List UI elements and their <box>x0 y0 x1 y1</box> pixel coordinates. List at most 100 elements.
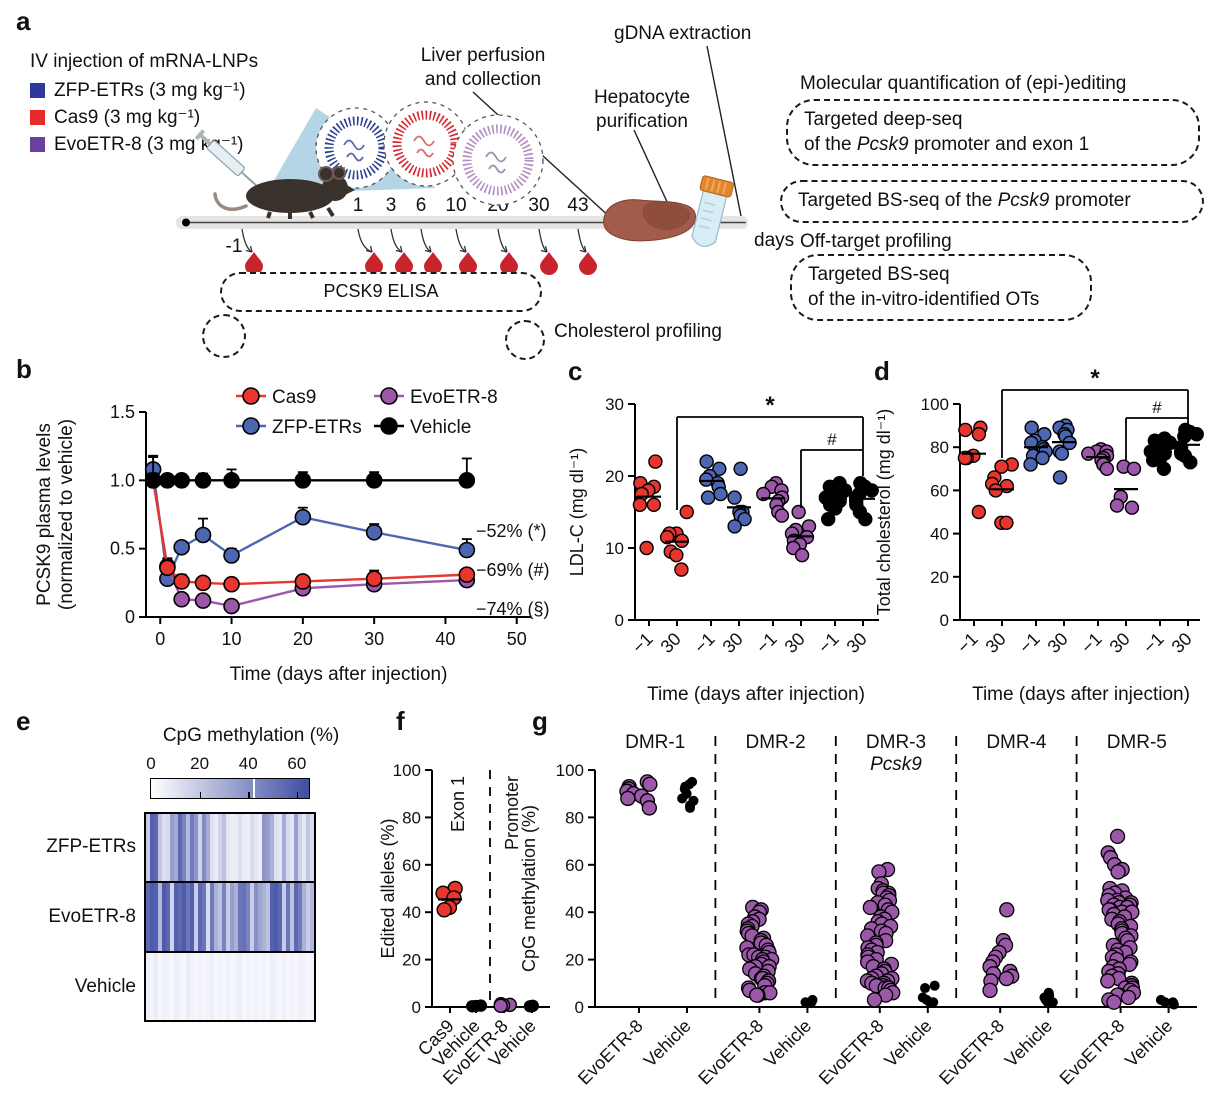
arrowhead <box>365 245 373 253</box>
heatmap-cell <box>206 952 210 1020</box>
heatmap-cell <box>226 883 230 951</box>
arrowhead <box>424 245 432 253</box>
heatmap-cell <box>210 883 214 951</box>
data-point <box>685 802 696 813</box>
heatmap-cell <box>294 883 298 951</box>
x-tick-label: 50 <box>507 629 527 649</box>
heatmap-cell <box>218 814 222 882</box>
data-point <box>858 511 873 527</box>
timeline-tick-label: 30 <box>528 195 549 216</box>
legend-item-zfp-etrs: ZFP-ETRs (3 mg kg⁻¹) <box>30 79 246 102</box>
data-point <box>659 529 675 545</box>
legend-label: Vehicle <box>410 417 471 438</box>
arrowhead <box>500 245 508 253</box>
data-point <box>1081 446 1096 461</box>
y-tick-label: 100 <box>556 761 584 780</box>
methylation-heatmap <box>144 812 316 1022</box>
mrna-squiggle <box>413 135 435 147</box>
section-label: Exon 1 <box>448 776 468 832</box>
heatmap-cell <box>222 883 226 951</box>
data-point <box>1126 461 1142 477</box>
data-point <box>737 511 752 527</box>
heatmap-row-label-vehicle: Vehicle <box>74 976 136 997</box>
y-axis-title: CpG methylation (%) <box>520 805 539 972</box>
y-tick-label: 100 <box>393 761 421 780</box>
heatmap-cell <box>194 814 198 882</box>
data-point <box>159 472 176 489</box>
y-tick-label: 0 <box>940 611 949 630</box>
heatmap-cell <box>246 952 250 1020</box>
legend-marker <box>380 417 398 435</box>
heatmap-cell <box>302 883 306 951</box>
data-point <box>733 461 748 477</box>
mouse-icon <box>213 166 355 219</box>
data-point <box>639 540 654 556</box>
reduction-annotation: −74% (§) <box>476 599 550 619</box>
facet-label: DMR-2 <box>746 732 806 753</box>
data-point <box>1109 828 1126 845</box>
data-point <box>642 776 658 792</box>
heatmap-cell <box>198 814 202 882</box>
heatmap-cell <box>254 952 258 1020</box>
x-tick-label: −1 <box>953 629 982 658</box>
blood-drop-icon <box>459 252 477 275</box>
heatmap-cell <box>242 814 246 882</box>
heatmap-cell <box>194 883 198 951</box>
heatmap-cell <box>218 952 222 1020</box>
total-cholesterol-chart: 0 20 40 60 80 100 Total cholesterol (mg dl⁻¹) −… <box>874 365 1204 705</box>
hepatocyte-callout-line1: Hepatocyte <box>593 87 691 108</box>
heatmap-cell <box>266 814 270 882</box>
legend-label: EvoETR-8 <box>410 387 498 408</box>
data-point <box>774 508 790 523</box>
data-point <box>1052 470 1068 485</box>
data-point <box>994 459 1009 474</box>
facet-sublabel: Pcsk9 <box>870 754 922 775</box>
heatmap-cell <box>230 883 234 951</box>
legend-marker <box>380 387 398 405</box>
heatmap-cell <box>154 814 158 882</box>
days-label: days <box>754 230 794 251</box>
data-point <box>493 998 508 1014</box>
data-point <box>756 486 771 502</box>
data-point <box>982 982 998 999</box>
legend-label: Cas9 <box>272 387 316 408</box>
heatmap-cell <box>250 883 254 951</box>
sig-symbol: * <box>765 392 775 419</box>
heatmap-cell <box>206 814 210 882</box>
data-point <box>920 983 931 994</box>
data-point <box>458 541 476 559</box>
heatmap-cell <box>190 883 194 951</box>
cholesterol-callout: Cholesterol profiling <box>554 321 722 342</box>
legend-marker <box>242 387 260 405</box>
x-tick-label: 10 <box>222 629 242 649</box>
x-tick-label: 30 <box>719 629 747 657</box>
data-point <box>1109 498 1125 513</box>
elisa-connector-circle <box>202 314 246 358</box>
data-point <box>1099 461 1115 477</box>
y-tick-label: 0 <box>125 607 135 627</box>
y-tick-label: 0 <box>575 998 584 1017</box>
shape <box>206 140 245 177</box>
shape <box>698 225 710 230</box>
data-point <box>620 790 636 807</box>
heatmap-cell <box>306 952 310 1020</box>
heatmap-cell <box>226 952 230 1020</box>
heatmap-cell <box>306 814 310 882</box>
data-point <box>458 472 476 489</box>
data-point <box>999 902 1015 918</box>
data-point <box>669 547 684 563</box>
shape <box>642 201 691 231</box>
heatmap-cell <box>202 883 206 951</box>
data-point <box>194 472 212 489</box>
heatmap-cell <box>262 952 266 1020</box>
heatmap-cell <box>258 814 262 882</box>
heatmap-cell <box>174 814 178 882</box>
mouse-leg <box>308 211 315 219</box>
lnp-lipid-ring <box>392 110 460 178</box>
heatmap-cell <box>150 952 154 1020</box>
shape <box>704 201 716 206</box>
data-point <box>1054 446 1070 461</box>
data-point <box>713 486 728 502</box>
heatmap-cell <box>158 814 162 882</box>
